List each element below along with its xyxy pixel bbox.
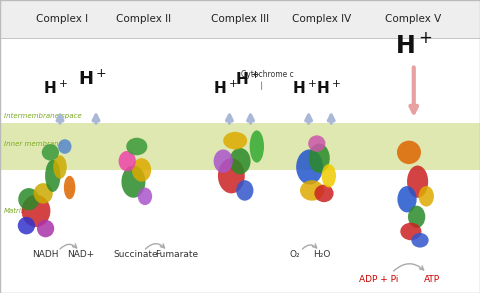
Ellipse shape [45,160,60,192]
Text: H₂O: H₂O [313,251,330,259]
Text: Intermembrane space: Intermembrane space [4,113,82,119]
Ellipse shape [411,233,429,248]
Text: Complex III: Complex III [211,14,269,24]
Ellipse shape [121,166,145,198]
Text: H$^+$: H$^+$ [292,79,317,97]
Ellipse shape [126,138,147,155]
Ellipse shape [300,180,324,201]
Text: ATP: ATP [424,275,440,284]
Ellipse shape [218,158,245,193]
Ellipse shape [138,188,152,205]
Ellipse shape [53,155,67,179]
Ellipse shape [37,220,54,237]
Ellipse shape [397,186,417,212]
Ellipse shape [223,132,247,149]
Ellipse shape [250,130,264,163]
Ellipse shape [314,185,334,202]
Ellipse shape [58,139,72,154]
Text: Succinate: Succinate [114,251,158,259]
Text: Cytochrome c: Cytochrome c [241,70,294,79]
Text: H$^+$: H$^+$ [395,33,432,58]
Ellipse shape [18,217,35,234]
Text: H$^+$: H$^+$ [235,70,260,88]
Text: Complex II: Complex II [117,14,171,24]
Text: Inner membrane: Inner membrane [4,141,63,146]
Text: Fumarate: Fumarate [155,251,198,259]
Ellipse shape [42,144,59,161]
Text: Complex IV: Complex IV [292,14,351,24]
Bar [0,0,480,38]
Ellipse shape [119,151,136,171]
Text: NADH: NADH [32,251,59,259]
Text: H$^+$: H$^+$ [316,79,341,97]
Bar [0,123,480,170]
Ellipse shape [322,164,336,188]
Ellipse shape [309,144,330,173]
Ellipse shape [22,195,50,227]
Ellipse shape [400,223,421,240]
Ellipse shape [229,148,251,174]
Ellipse shape [214,149,233,173]
Text: ADP + Pi: ADP + Pi [359,275,398,284]
Text: O₂: O₂ [290,251,300,259]
Ellipse shape [308,135,325,152]
Text: Matrix: Matrix [4,208,26,214]
Ellipse shape [34,183,53,204]
Ellipse shape [18,188,39,210]
Text: H$^+$: H$^+$ [78,69,107,89]
Text: NAD+: NAD+ [67,251,94,259]
Text: H$^+$: H$^+$ [43,79,68,97]
Ellipse shape [397,141,421,164]
Ellipse shape [407,166,428,198]
Ellipse shape [408,206,425,228]
Text: Complex I: Complex I [36,14,88,24]
Ellipse shape [296,149,323,185]
Text: H$^+$: H$^+$ [213,79,238,97]
Ellipse shape [236,180,253,201]
Ellipse shape [132,158,151,182]
Ellipse shape [419,186,434,207]
Text: Complex V: Complex V [384,14,441,24]
Ellipse shape [64,176,75,199]
